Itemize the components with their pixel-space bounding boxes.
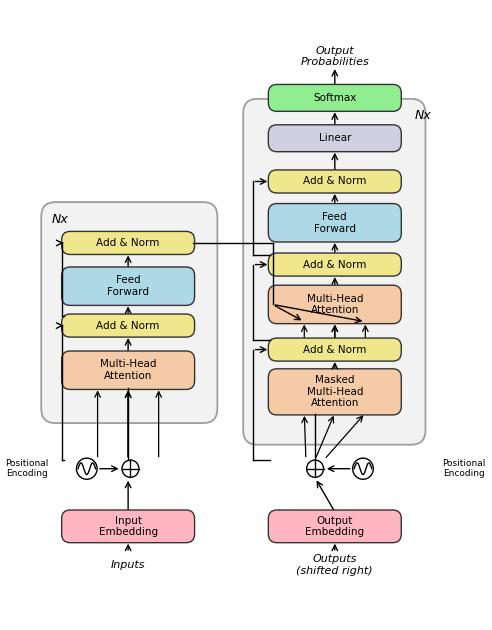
FancyBboxPatch shape bbox=[268, 84, 401, 112]
Text: Linear: Linear bbox=[318, 133, 351, 143]
FancyBboxPatch shape bbox=[62, 510, 195, 542]
Text: Output
Embedding: Output Embedding bbox=[305, 515, 365, 537]
FancyBboxPatch shape bbox=[268, 338, 401, 361]
Text: Add & Norm: Add & Norm bbox=[303, 345, 367, 355]
Text: Positional
Encoding: Positional Encoding bbox=[442, 459, 486, 478]
Text: Nx: Nx bbox=[52, 213, 68, 226]
Text: Masked
Multi-Head
Attention: Masked Multi-Head Attention bbox=[307, 375, 363, 408]
Text: Outputs
(shifted right): Outputs (shifted right) bbox=[297, 554, 373, 576]
Text: Add & Norm: Add & Norm bbox=[303, 176, 367, 186]
Text: Add & Norm: Add & Norm bbox=[96, 238, 160, 248]
FancyBboxPatch shape bbox=[62, 231, 195, 255]
Text: Add & Norm: Add & Norm bbox=[303, 260, 367, 270]
FancyBboxPatch shape bbox=[268, 125, 401, 152]
FancyBboxPatch shape bbox=[62, 351, 195, 389]
FancyBboxPatch shape bbox=[62, 267, 195, 306]
Text: Multi-Head
Attention: Multi-Head Attention bbox=[307, 294, 363, 315]
FancyBboxPatch shape bbox=[62, 314, 195, 337]
FancyBboxPatch shape bbox=[268, 253, 401, 276]
Text: Input
Embedding: Input Embedding bbox=[98, 515, 157, 537]
FancyBboxPatch shape bbox=[268, 369, 401, 415]
Text: Multi-Head
Attention: Multi-Head Attention bbox=[100, 360, 156, 381]
Text: Softmax: Softmax bbox=[313, 93, 357, 103]
FancyBboxPatch shape bbox=[268, 510, 401, 542]
Text: Output
Probabilities: Output Probabilities bbox=[301, 46, 369, 67]
FancyBboxPatch shape bbox=[268, 203, 401, 242]
Text: Feed
Forward: Feed Forward bbox=[107, 275, 149, 297]
Text: Positional
Encoding: Positional Encoding bbox=[5, 459, 49, 478]
FancyBboxPatch shape bbox=[268, 285, 401, 324]
Text: Nx: Nx bbox=[415, 110, 431, 122]
Text: Feed
Forward: Feed Forward bbox=[314, 212, 356, 234]
FancyBboxPatch shape bbox=[268, 170, 401, 193]
FancyBboxPatch shape bbox=[41, 202, 217, 423]
Text: Add & Norm: Add & Norm bbox=[96, 321, 160, 331]
FancyBboxPatch shape bbox=[243, 99, 426, 445]
Text: Inputs: Inputs bbox=[111, 560, 145, 570]
